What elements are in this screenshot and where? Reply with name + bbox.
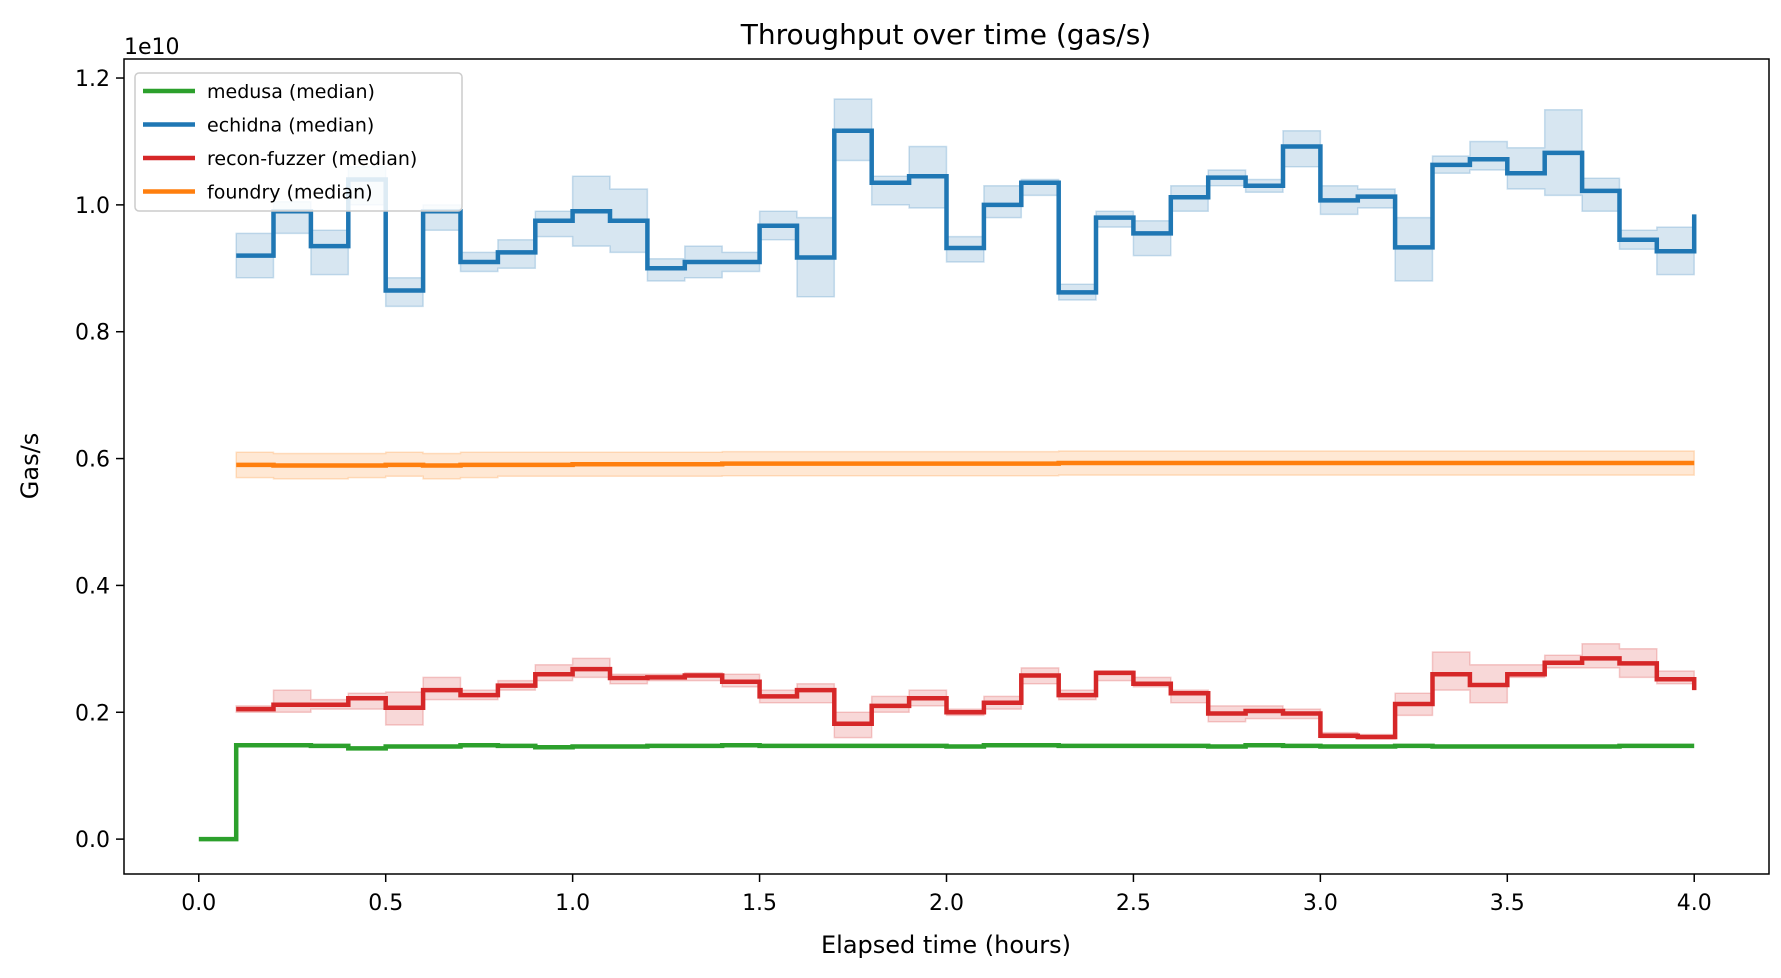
y-tick-label: 0.6 <box>75 448 110 473</box>
x-tick-label: 0.5 <box>368 891 403 916</box>
legend-label-echidna: echidna (median) <box>207 115 374 137</box>
foundry-median-line <box>236 460 1695 468</box>
medusa-median-line <box>198 742 1695 842</box>
legend-label-medusa: medusa (median) <box>207 81 375 103</box>
legend-box <box>134 72 463 212</box>
x-tick-label: 2.0 <box>929 891 964 916</box>
x-axis-label: Elapsed time (hours) <box>821 931 1071 959</box>
y-tick-label: 1.0 <box>75 194 110 219</box>
y-tick-label: 0.4 <box>75 574 110 599</box>
x-tick-label: 1.5 <box>742 891 777 916</box>
y-offset-text: 1e10 <box>124 35 180 60</box>
x-tick-label: 2.5 <box>1116 891 1151 916</box>
recon-fuzzer-median-line <box>236 656 1697 740</box>
x-tick-label: 3.0 <box>1303 891 1338 916</box>
echidna-median-line <box>236 128 1697 295</box>
y-tick-label: 0.2 <box>75 701 110 726</box>
y-axis-label: Gas/s <box>16 433 44 499</box>
x-axis: 0.0 0.5 1.0 1.5 2.0 2.5 3.0 3.5 4.0 <box>181 874 1712 916</box>
x-tick-label: 4.0 <box>1677 891 1712 916</box>
legend-label-foundry: foundry (median) <box>207 182 373 204</box>
y-axis: 0.0 0.2 0.4 0.6 0.8 1.0 1.2 <box>75 67 124 853</box>
median-lines <box>198 128 1697 842</box>
x-tick-label: 1.0 <box>555 891 590 916</box>
y-tick-label: 0.0 <box>75 828 110 853</box>
x-tick-label: 0.0 <box>181 891 216 916</box>
legend: medusa (median) echidna (median) recon-fuz… <box>134 72 463 212</box>
x-tick-label: 3.5 <box>1490 891 1525 916</box>
y-tick-label: 1.2 <box>75 67 110 92</box>
legend-label-recon-fuzzer: recon-fuzzer (median) <box>207 148 417 170</box>
chart-title: Throughput over time (gas/s) <box>740 18 1151 51</box>
y-tick-label: 0.8 <box>75 321 110 346</box>
